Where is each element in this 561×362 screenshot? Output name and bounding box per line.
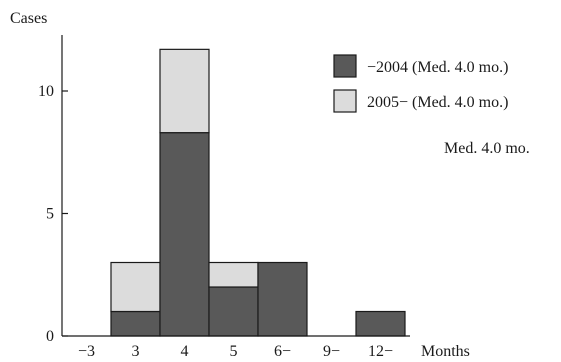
legend: −2004 (Med. 4.0 mo.) 2005− (Med. 4.0 mo.… [333,54,508,113]
bar-1-series-1 [110,261,161,313]
bar-3-series-1 [208,261,259,288]
bars-group [110,48,406,337]
x-tick-label-5: 9− [323,343,340,360]
x-tick-label-2: 4 [181,343,189,360]
legend-swatch-series-1 [333,89,357,113]
bar-1-series-0 [110,310,161,337]
y-tick-label-10: 10 [38,83,54,100]
x-ticks-group: −3 3 4 5 6− 9− 12− [78,343,393,360]
x-tick-label-4: 6− [274,343,291,360]
bar-2-series-1 [159,48,210,134]
y-ticks-group: 0 5 10 [38,83,68,345]
y-axis-title: Cases [10,10,47,27]
bar-4-series-0 [257,261,308,337]
x-axis-title: Months [421,343,470,360]
x-tick-label-3: 5 [230,343,238,360]
y-tick-label-5: 5 [46,206,54,223]
x-tick-label-6: 12− [368,343,393,360]
bar-6-series-0 [355,310,406,337]
x-tick-label-1: 3 [132,343,140,360]
median-annotation: Med. 4.0 mo. [444,140,530,157]
bar-3-series-0 [208,286,259,337]
y-tick-label-0: 0 [46,328,54,345]
legend-swatch-series-0 [333,54,357,78]
x-tick-label-0: −3 [78,343,95,360]
legend-label-series-0: −2004 (Med. 4.0 mo.) [367,59,508,76]
legend-label-series-1: 2005− (Med. 4.0 mo.) [367,94,508,111]
bar-2-series-0 [159,132,210,337]
